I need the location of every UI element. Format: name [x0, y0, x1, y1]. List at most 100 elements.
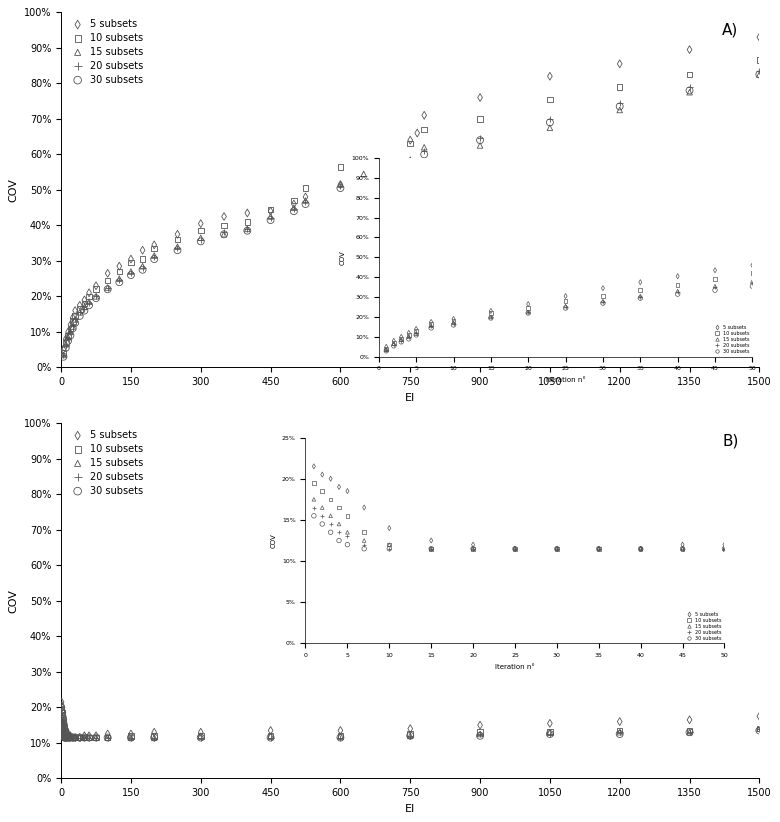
20 subsets: [83, 297, 95, 310]
20 subsets: [218, 226, 230, 239]
5 subsets: [300, 191, 312, 204]
30 subsets: [59, 341, 72, 354]
15 subsets: [418, 141, 431, 154]
20 subsets: [148, 251, 161, 264]
10 subsets: [613, 724, 626, 737]
15 subsets: [64, 326, 76, 339]
5 subsets: [78, 293, 90, 307]
20 subsets: [334, 731, 346, 744]
30 subsets: [194, 731, 207, 744]
5 subsets: [56, 699, 69, 712]
10 subsets: [59, 727, 72, 741]
5 subsets: [66, 311, 79, 324]
15 subsets: [55, 709, 68, 723]
10 subsets: [753, 53, 766, 67]
15 subsets: [90, 731, 102, 744]
10 subsets: [55, 703, 68, 716]
20 subsets: [288, 203, 300, 216]
15 subsets: [57, 720, 69, 733]
10 subsets: [264, 203, 277, 216]
10 subsets: [172, 233, 184, 246]
30 subsets: [404, 729, 417, 742]
20 subsets: [59, 339, 72, 353]
30 subsets: [57, 727, 69, 741]
15 subsets: [125, 265, 137, 278]
20 subsets: [64, 326, 76, 339]
15 subsets: [473, 139, 486, 152]
15 subsets: [683, 726, 696, 739]
15 subsets: [300, 194, 312, 207]
15 subsets: [113, 272, 126, 285]
15 subsets: [58, 729, 71, 742]
15 subsets: [136, 260, 149, 273]
20 subsets: [69, 731, 81, 744]
15 subsets: [57, 724, 69, 737]
10 subsets: [62, 731, 74, 744]
10 subsets: [125, 729, 137, 742]
5 subsets: [613, 715, 626, 728]
30 subsets: [613, 99, 626, 113]
20 subsets: [404, 155, 417, 168]
10 subsets: [66, 731, 79, 744]
15 subsets: [194, 231, 207, 244]
15 subsets: [66, 731, 79, 744]
30 subsets: [194, 235, 207, 248]
30 subsets: [66, 731, 79, 744]
15 subsets: [218, 228, 230, 241]
30 subsets: [264, 214, 277, 227]
30 subsets: [473, 729, 486, 742]
20 subsets: [544, 727, 556, 741]
15 subsets: [59, 338, 72, 351]
5 subsets: [69, 304, 81, 317]
20 subsets: [683, 726, 696, 739]
10 subsets: [404, 727, 417, 741]
30 subsets: [58, 731, 71, 744]
30 subsets: [61, 731, 73, 744]
30 subsets: [90, 731, 102, 744]
10 subsets: [544, 726, 556, 739]
20 subsets: [55, 713, 68, 727]
10 subsets: [473, 726, 486, 739]
15 subsets: [753, 722, 766, 735]
15 subsets: [58, 727, 71, 741]
20 subsets: [66, 731, 79, 744]
30 subsets: [613, 727, 626, 741]
5 subsets: [136, 243, 149, 256]
5 subsets: [101, 727, 114, 741]
10 subsets: [90, 731, 102, 744]
15 subsets: [73, 306, 86, 319]
15 subsets: [69, 313, 81, 326]
10 subsets: [58, 726, 71, 739]
20 subsets: [136, 261, 149, 275]
20 subsets: [613, 96, 626, 109]
20 subsets: [753, 64, 766, 77]
30 subsets: [544, 116, 556, 129]
5 subsets: [57, 706, 69, 719]
10 subsets: [473, 113, 486, 126]
30 subsets: [64, 329, 76, 342]
20 subsets: [57, 726, 69, 739]
30 subsets: [473, 134, 486, 147]
20 subsets: [613, 726, 626, 739]
10 subsets: [64, 321, 76, 335]
15 subsets: [264, 729, 277, 742]
5 subsets: [55, 695, 68, 709]
30 subsets: [59, 731, 72, 744]
15 subsets: [59, 729, 72, 742]
30 subsets: [753, 724, 766, 737]
5 subsets: [404, 722, 417, 735]
30 subsets: [334, 182, 346, 195]
20 subsets: [264, 212, 277, 225]
20 subsets: [683, 81, 696, 94]
5 subsets: [148, 726, 161, 739]
20 subsets: [66, 318, 79, 331]
10 subsets: [57, 347, 69, 360]
5 subsets: [59, 722, 72, 735]
30 subsets: [101, 283, 114, 296]
30 subsets: [83, 731, 95, 744]
20 subsets: [418, 144, 431, 157]
5 subsets: [90, 279, 102, 293]
15 subsets: [148, 249, 161, 262]
15 subsets: [62, 330, 74, 344]
15 subsets: [56, 717, 69, 730]
